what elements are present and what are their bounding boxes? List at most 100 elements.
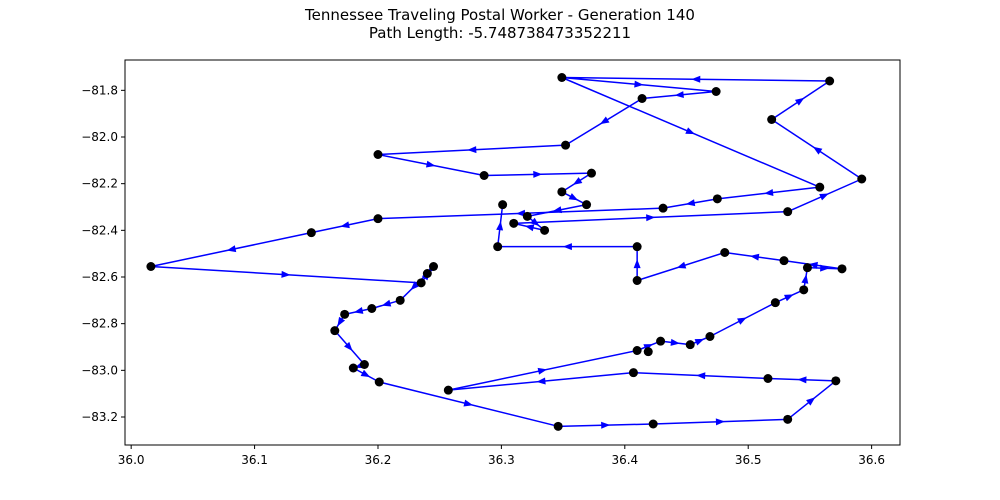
route-arrow	[808, 261, 818, 269]
route-arrow	[381, 299, 392, 307]
chart-subtitle-line: Path Length: -5.748738473352211	[368, 24, 632, 42]
x-tick-label: 36.6	[858, 453, 885, 467]
route-arrow	[634, 80, 644, 88]
city-point	[561, 140, 571, 150]
city-point	[632, 276, 642, 285]
city-point	[359, 360, 369, 369]
y-tick-label: −82.6	[81, 270, 118, 284]
city-point	[705, 332, 715, 341]
city-point	[522, 211, 532, 221]
chart-title-line: Tennessee Traveling Postal Worker - Gene…	[305, 6, 695, 24]
chart-title: Tennessee Traveling Postal Worker - Gene…	[0, 6, 1000, 42]
city-point	[493, 242, 503, 252]
city-point	[799, 285, 809, 295]
city-point	[373, 150, 383, 159]
city-point	[632, 346, 642, 355]
city-point	[711, 87, 721, 96]
route-arrow	[516, 209, 526, 217]
route-arrow	[797, 376, 807, 384]
route-arrow	[819, 193, 829, 201]
route-arrow	[340, 221, 350, 229]
city-point	[416, 278, 426, 288]
city-point	[648, 419, 658, 429]
route-arrow	[536, 377, 546, 385]
route-arrow	[572, 177, 583, 185]
y-tick-label: −82.4	[81, 223, 118, 237]
route-arrow	[685, 199, 696, 207]
route-arrow	[537, 367, 548, 375]
route-arrow	[410, 281, 420, 291]
x-tick-label: 36.4	[611, 453, 638, 467]
y-tick-label: −82.8	[81, 317, 118, 331]
x-tick-label: 36.0	[118, 453, 145, 467]
city-point	[628, 368, 638, 378]
y-tick-label: −83.0	[81, 363, 118, 377]
city-point	[330, 326, 340, 336]
city-point	[837, 264, 847, 274]
route-arrow	[344, 341, 353, 351]
route-arrow	[715, 418, 725, 426]
route-arrow	[670, 338, 680, 346]
city-point	[802, 263, 812, 273]
route-arrow	[496, 221, 504, 231]
route-arrow	[812, 146, 823, 155]
route-arrow	[685, 127, 695, 135]
city-point	[306, 228, 316, 238]
x-tick-label: 36.5	[735, 453, 762, 467]
city-point	[422, 269, 432, 278]
city-point	[479, 171, 489, 180]
route-arrow	[646, 214, 656, 222]
city-point	[637, 94, 647, 103]
route-arrow	[599, 116, 610, 125]
city-point	[857, 174, 867, 184]
route-arrow	[281, 270, 291, 278]
route-arrow	[337, 316, 346, 327]
route-arrow	[674, 91, 684, 99]
city-point	[395, 295, 405, 305]
route-arrow	[226, 245, 237, 253]
route-arrow	[353, 307, 364, 314]
city-point	[656, 336, 666, 346]
city-point	[557, 73, 567, 82]
route-arrow	[524, 224, 535, 232]
route-arrow	[633, 259, 641, 269]
city-point	[429, 262, 439, 271]
route-arrow	[801, 274, 809, 284]
city-point	[815, 182, 825, 192]
city-point	[770, 298, 780, 308]
city-point	[540, 225, 550, 235]
route-arrow	[794, 97, 805, 106]
route-arrow	[749, 253, 760, 261]
city-point	[557, 187, 567, 197]
city-point	[685, 340, 695, 350]
route-arrow	[425, 160, 436, 168]
city-point	[340, 309, 350, 319]
y-tick-label: −82.2	[81, 177, 118, 191]
city-point	[643, 347, 653, 357]
city-point	[831, 376, 841, 386]
city-point	[783, 414, 793, 424]
city-point	[146, 262, 156, 271]
city-point	[779, 256, 789, 266]
x-tick-label: 36.1	[241, 453, 268, 467]
city-point	[373, 214, 383, 224]
city-point	[586, 168, 596, 178]
route-arrow	[764, 189, 774, 196]
city-point	[509, 218, 519, 228]
y-tick-label: −81.8	[81, 83, 118, 97]
route-arrow	[533, 170, 543, 178]
city-point	[763, 374, 773, 383]
y-axis: −81.8 −82.0 −82.2 −82.4 −82.6 −82.8 −83.0 −83.2	[81, 83, 125, 424]
x-tick-label: 36.2	[365, 453, 392, 467]
city-point	[348, 363, 358, 373]
city-point	[658, 203, 668, 213]
route-arrow	[467, 146, 477, 154]
city-point	[553, 421, 563, 431]
city-point	[367, 304, 377, 313]
x-tick-label: 36.3	[488, 453, 515, 467]
city-point	[712, 194, 722, 204]
route-path-layer	[150, 75, 863, 429]
city-point	[632, 242, 642, 252]
route-arrow	[784, 294, 794, 302]
x-axis: 36.0 36.1 36.2 36.3 36.4 36.5 36.6	[118, 445, 885, 467]
